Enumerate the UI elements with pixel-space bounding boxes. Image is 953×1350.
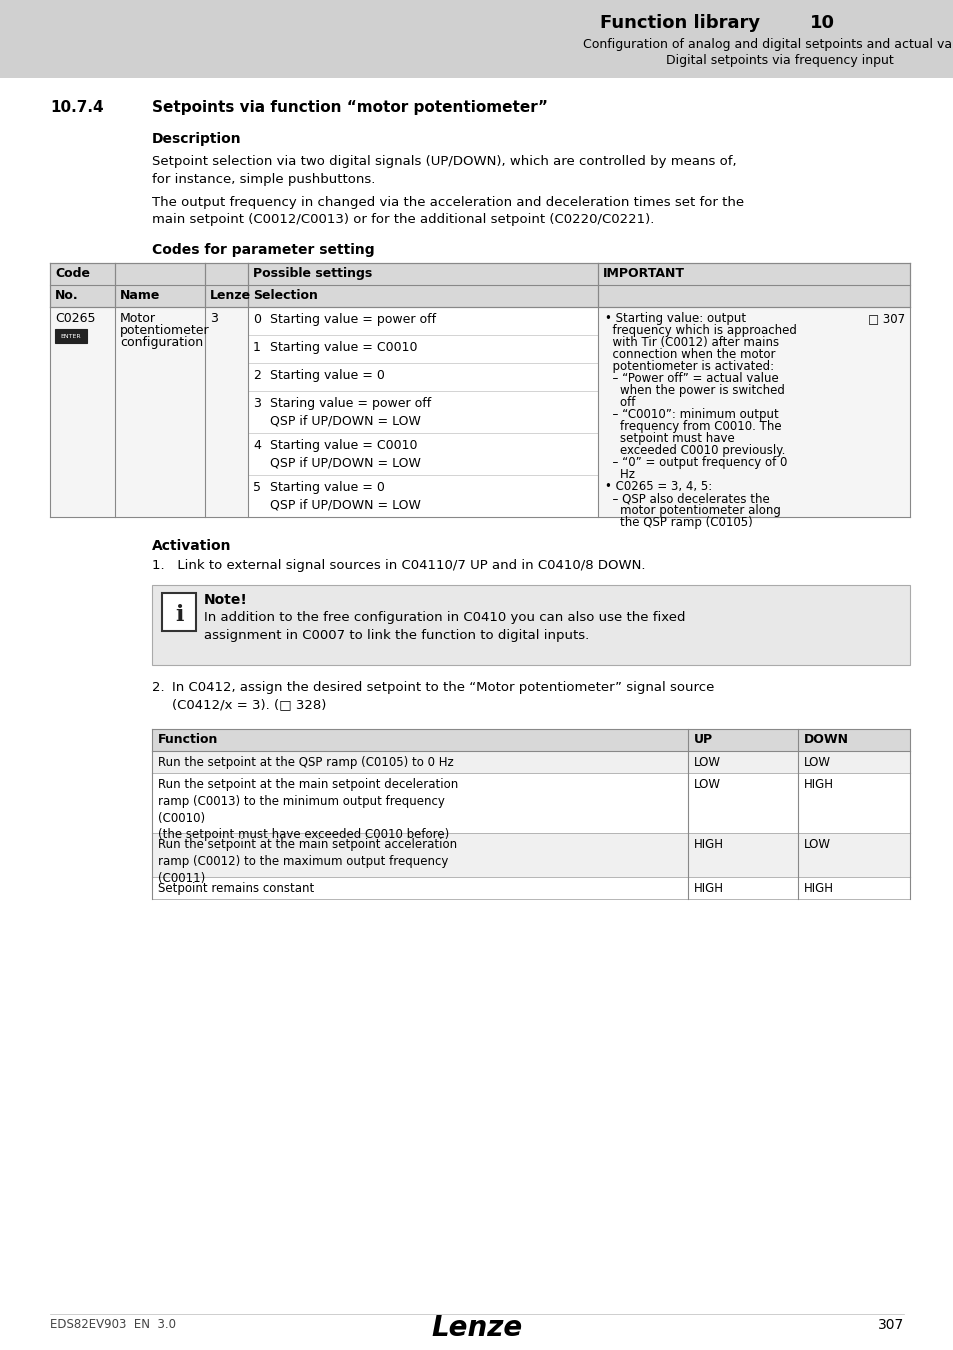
- Text: EDS82EV903  EN  3.0: EDS82EV903 EN 3.0: [50, 1318, 175, 1331]
- Text: • Starting value: output: • Starting value: output: [604, 312, 745, 325]
- Text: Setpoint selection via two digital signals (UP/DOWN), which are controlled by me: Setpoint selection via two digital signa…: [152, 155, 736, 185]
- Text: 2.: 2.: [152, 680, 165, 694]
- Text: HIGH: HIGH: [693, 882, 723, 895]
- Text: 307: 307: [877, 1318, 903, 1332]
- Text: Function: Function: [158, 733, 218, 747]
- Text: when the power is switched: when the power is switched: [604, 383, 784, 397]
- Text: Starting value = C0010: Starting value = C0010: [270, 342, 417, 354]
- Text: Function library: Function library: [599, 14, 760, 32]
- Bar: [50, 263, 909, 285]
- Text: Setpoints via function “motor potentiometer”: Setpoints via function “motor potentiome…: [152, 100, 547, 115]
- Text: i: i: [174, 603, 183, 626]
- Bar: [162, 593, 195, 630]
- Text: LOW: LOW: [803, 756, 830, 770]
- Bar: [152, 585, 909, 666]
- Text: Starting value = C0010
QSP if UP/DOWN = LOW: Starting value = C0010 QSP if UP/DOWN = …: [270, 439, 420, 468]
- Text: IMPORTANT: IMPORTANT: [602, 267, 684, 279]
- Text: • C0265 = 3, 4, 5:: • C0265 = 3, 4, 5:: [604, 481, 712, 493]
- Text: Starting value = 0
QSP if UP/DOWN = LOW: Starting value = 0 QSP if UP/DOWN = LOW: [270, 481, 420, 512]
- Bar: [248, 363, 598, 392]
- Text: ENTER: ENTER: [61, 333, 81, 339]
- Text: 5: 5: [253, 481, 261, 494]
- Text: Possible settings: Possible settings: [253, 267, 372, 279]
- Text: with Tir (C0012) after mains: with Tir (C0012) after mains: [604, 336, 779, 350]
- Text: LOW: LOW: [693, 756, 720, 770]
- Text: Run the setpoint at the main setpoint acceleration
ramp (C0012) to the maximum o: Run the setpoint at the main setpoint ac…: [158, 838, 456, 884]
- Text: – QSP also decelerates the: – QSP also decelerates the: [604, 491, 769, 505]
- Text: The output frequency in changed via the acceleration and deceleration times set : The output frequency in changed via the …: [152, 196, 743, 227]
- Text: 0: 0: [253, 313, 261, 325]
- Bar: [248, 433, 598, 475]
- Text: Staring value = power off
QSP if UP/DOWN = LOW: Staring value = power off QSP if UP/DOWN…: [270, 397, 431, 427]
- Text: 1: 1: [253, 342, 260, 354]
- Bar: [152, 751, 909, 774]
- Text: motor potentiometer along: motor potentiometer along: [604, 504, 781, 517]
- Text: – “Power off” = actual value: – “Power off” = actual value: [604, 373, 778, 385]
- Text: Configuration of analog and digital setpoints and actual values: Configuration of analog and digital setp…: [582, 38, 953, 51]
- Text: UP: UP: [693, 733, 713, 747]
- Text: No.: No.: [55, 289, 78, 302]
- Text: Code: Code: [55, 267, 90, 279]
- Text: 10: 10: [809, 14, 834, 32]
- Text: potentiometer: potentiometer: [120, 324, 210, 338]
- Text: off: off: [604, 396, 635, 409]
- Text: C0265: C0265: [55, 312, 95, 325]
- Bar: [598, 306, 909, 517]
- Text: Lenze: Lenze: [210, 289, 251, 302]
- Text: Motor: Motor: [120, 312, 156, 325]
- Text: HIGH: HIGH: [693, 838, 723, 850]
- Text: the QSP ramp (C0105): the QSP ramp (C0105): [604, 516, 752, 529]
- Text: – “C0010”: minimum output: – “C0010”: minimum output: [604, 408, 778, 421]
- Text: Selection: Selection: [253, 289, 317, 302]
- Bar: [248, 475, 598, 517]
- Bar: [55, 329, 87, 343]
- Text: Digital setpoints via frequency input: Digital setpoints via frequency input: [665, 54, 893, 68]
- Text: configuration: configuration: [120, 336, 203, 350]
- Text: In C0412, assign the desired setpoint to the “Motor potentiometer” signal source: In C0412, assign the desired setpoint to…: [172, 680, 714, 711]
- Bar: [0, 0, 953, 78]
- Bar: [152, 774, 909, 833]
- Text: Run the setpoint at the QSP ramp (C0105) to 0 Hz: Run the setpoint at the QSP ramp (C0105)…: [158, 756, 454, 770]
- Text: 2: 2: [253, 369, 260, 382]
- Text: – “0” = output frequency of 0: – “0” = output frequency of 0: [604, 456, 786, 468]
- Bar: [50, 285, 909, 306]
- Text: Hz: Hz: [604, 468, 635, 481]
- Text: Name: Name: [120, 289, 160, 302]
- Text: In addition to the free configuration in C0410 you can also use the fixed
assign: In addition to the free configuration in…: [204, 612, 685, 641]
- Bar: [248, 335, 598, 363]
- Text: Starting value = power off: Starting value = power off: [270, 313, 436, 325]
- Text: Run the setpoint at the main setpoint deceleration
ramp (C0013) to the minimum o: Run the setpoint at the main setpoint de…: [158, 778, 457, 841]
- Bar: [152, 878, 909, 899]
- Text: frequency which is approached: frequency which is approached: [604, 324, 796, 338]
- Bar: [248, 392, 598, 433]
- Text: connection when the motor: connection when the motor: [604, 348, 775, 360]
- Text: HIGH: HIGH: [803, 778, 833, 791]
- Text: Activation: Activation: [152, 539, 232, 553]
- Text: □ 307: □ 307: [867, 312, 904, 325]
- Bar: [248, 306, 598, 335]
- Text: 1.   Link to external signal sources in C04110/7 UP and in C0410/8 DOWN.: 1. Link to external signal sources in C0…: [152, 559, 645, 572]
- Text: HIGH: HIGH: [803, 882, 833, 895]
- Bar: [50, 306, 248, 517]
- Text: potentiometer is activated:: potentiometer is activated:: [604, 360, 773, 373]
- Text: Starting value = 0: Starting value = 0: [270, 369, 384, 382]
- Text: DOWN: DOWN: [803, 733, 848, 747]
- Text: Description: Description: [152, 132, 241, 146]
- Text: exceeded C0010 previously.: exceeded C0010 previously.: [604, 444, 784, 458]
- Text: LOW: LOW: [803, 838, 830, 850]
- Bar: [152, 833, 909, 878]
- Text: Codes for parameter setting: Codes for parameter setting: [152, 243, 375, 256]
- Text: 3: 3: [253, 397, 260, 410]
- Text: 4: 4: [253, 439, 260, 452]
- Text: 10.7.4: 10.7.4: [50, 100, 104, 115]
- Text: LOW: LOW: [693, 778, 720, 791]
- Text: frequency from C0010. The: frequency from C0010. The: [604, 420, 781, 433]
- Text: Note!: Note!: [204, 593, 248, 608]
- Text: Lenze: Lenze: [431, 1314, 522, 1342]
- Text: Setpoint remains constant: Setpoint remains constant: [158, 882, 314, 895]
- Bar: [152, 729, 909, 751]
- Text: setpoint must have: setpoint must have: [604, 432, 734, 446]
- Text: 3: 3: [210, 312, 217, 325]
